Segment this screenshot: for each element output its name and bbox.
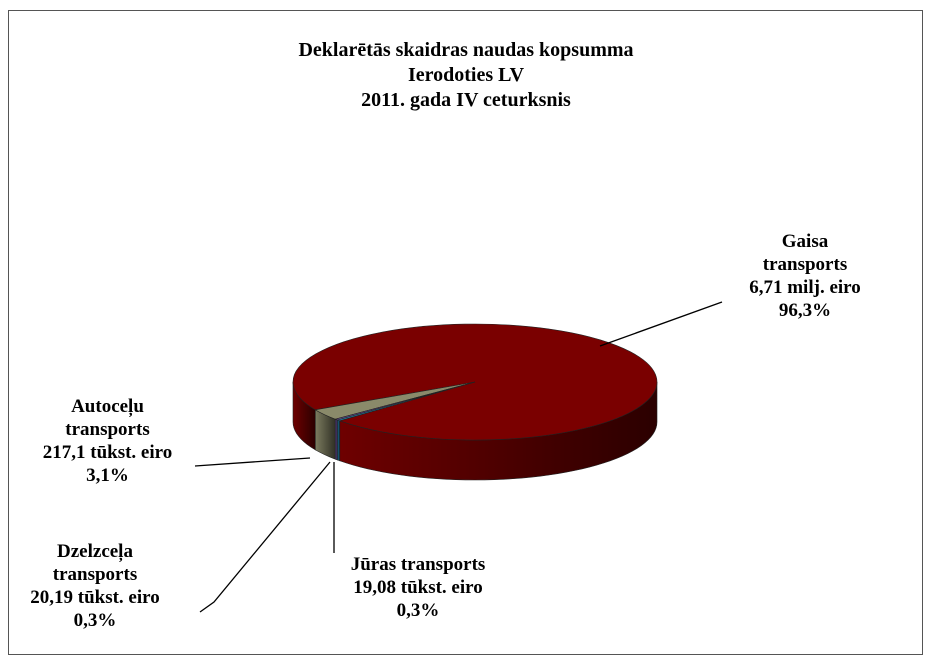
amount-label: 217,1 tūkst. eiro xyxy=(42,442,173,463)
slice-side xyxy=(337,419,341,462)
leader-line xyxy=(194,457,311,467)
slice-side xyxy=(334,418,338,461)
leader-line xyxy=(199,461,331,613)
amount-label: 20,19 tūkst. eiro xyxy=(30,587,160,608)
value-label: 0,3% xyxy=(73,610,117,631)
category-label: Gaisa transports xyxy=(762,231,848,275)
amount-label: 6,71 milj. eiro xyxy=(749,277,861,298)
slice xyxy=(336,381,476,422)
category-label: Dzelzceļa transports xyxy=(52,541,138,585)
slice-label: Gaisa transports 6,71 milj. eiro 96,3% xyxy=(710,230,900,322)
category-label: Autoceļu transports xyxy=(65,396,150,440)
category-label: Jūras transports xyxy=(350,554,486,575)
slice-label: Autoceļu transports 217,1 tūkst. eiro 3,… xyxy=(10,395,205,487)
leader-line xyxy=(599,301,723,347)
slice-label: Jūras transports 19,08 tūkst. eiro 0,3% xyxy=(318,553,518,622)
value-label: 0,3% xyxy=(396,600,440,621)
value-label: 3,1% xyxy=(86,465,129,486)
value-label: 96,3% xyxy=(778,300,832,321)
slice-label: Dzelzceļa transports 20,19 tūkst. eiro 0… xyxy=(0,540,190,632)
chart-subtitle: Ierodoties LV xyxy=(407,64,525,86)
amount-label: 19,08 tūkst. eiro xyxy=(353,577,483,598)
chart-title: Deklarētās skaidras naudas kopsumma xyxy=(298,39,634,61)
chart-period: 2011. gada IV ceturksnis xyxy=(361,89,571,111)
